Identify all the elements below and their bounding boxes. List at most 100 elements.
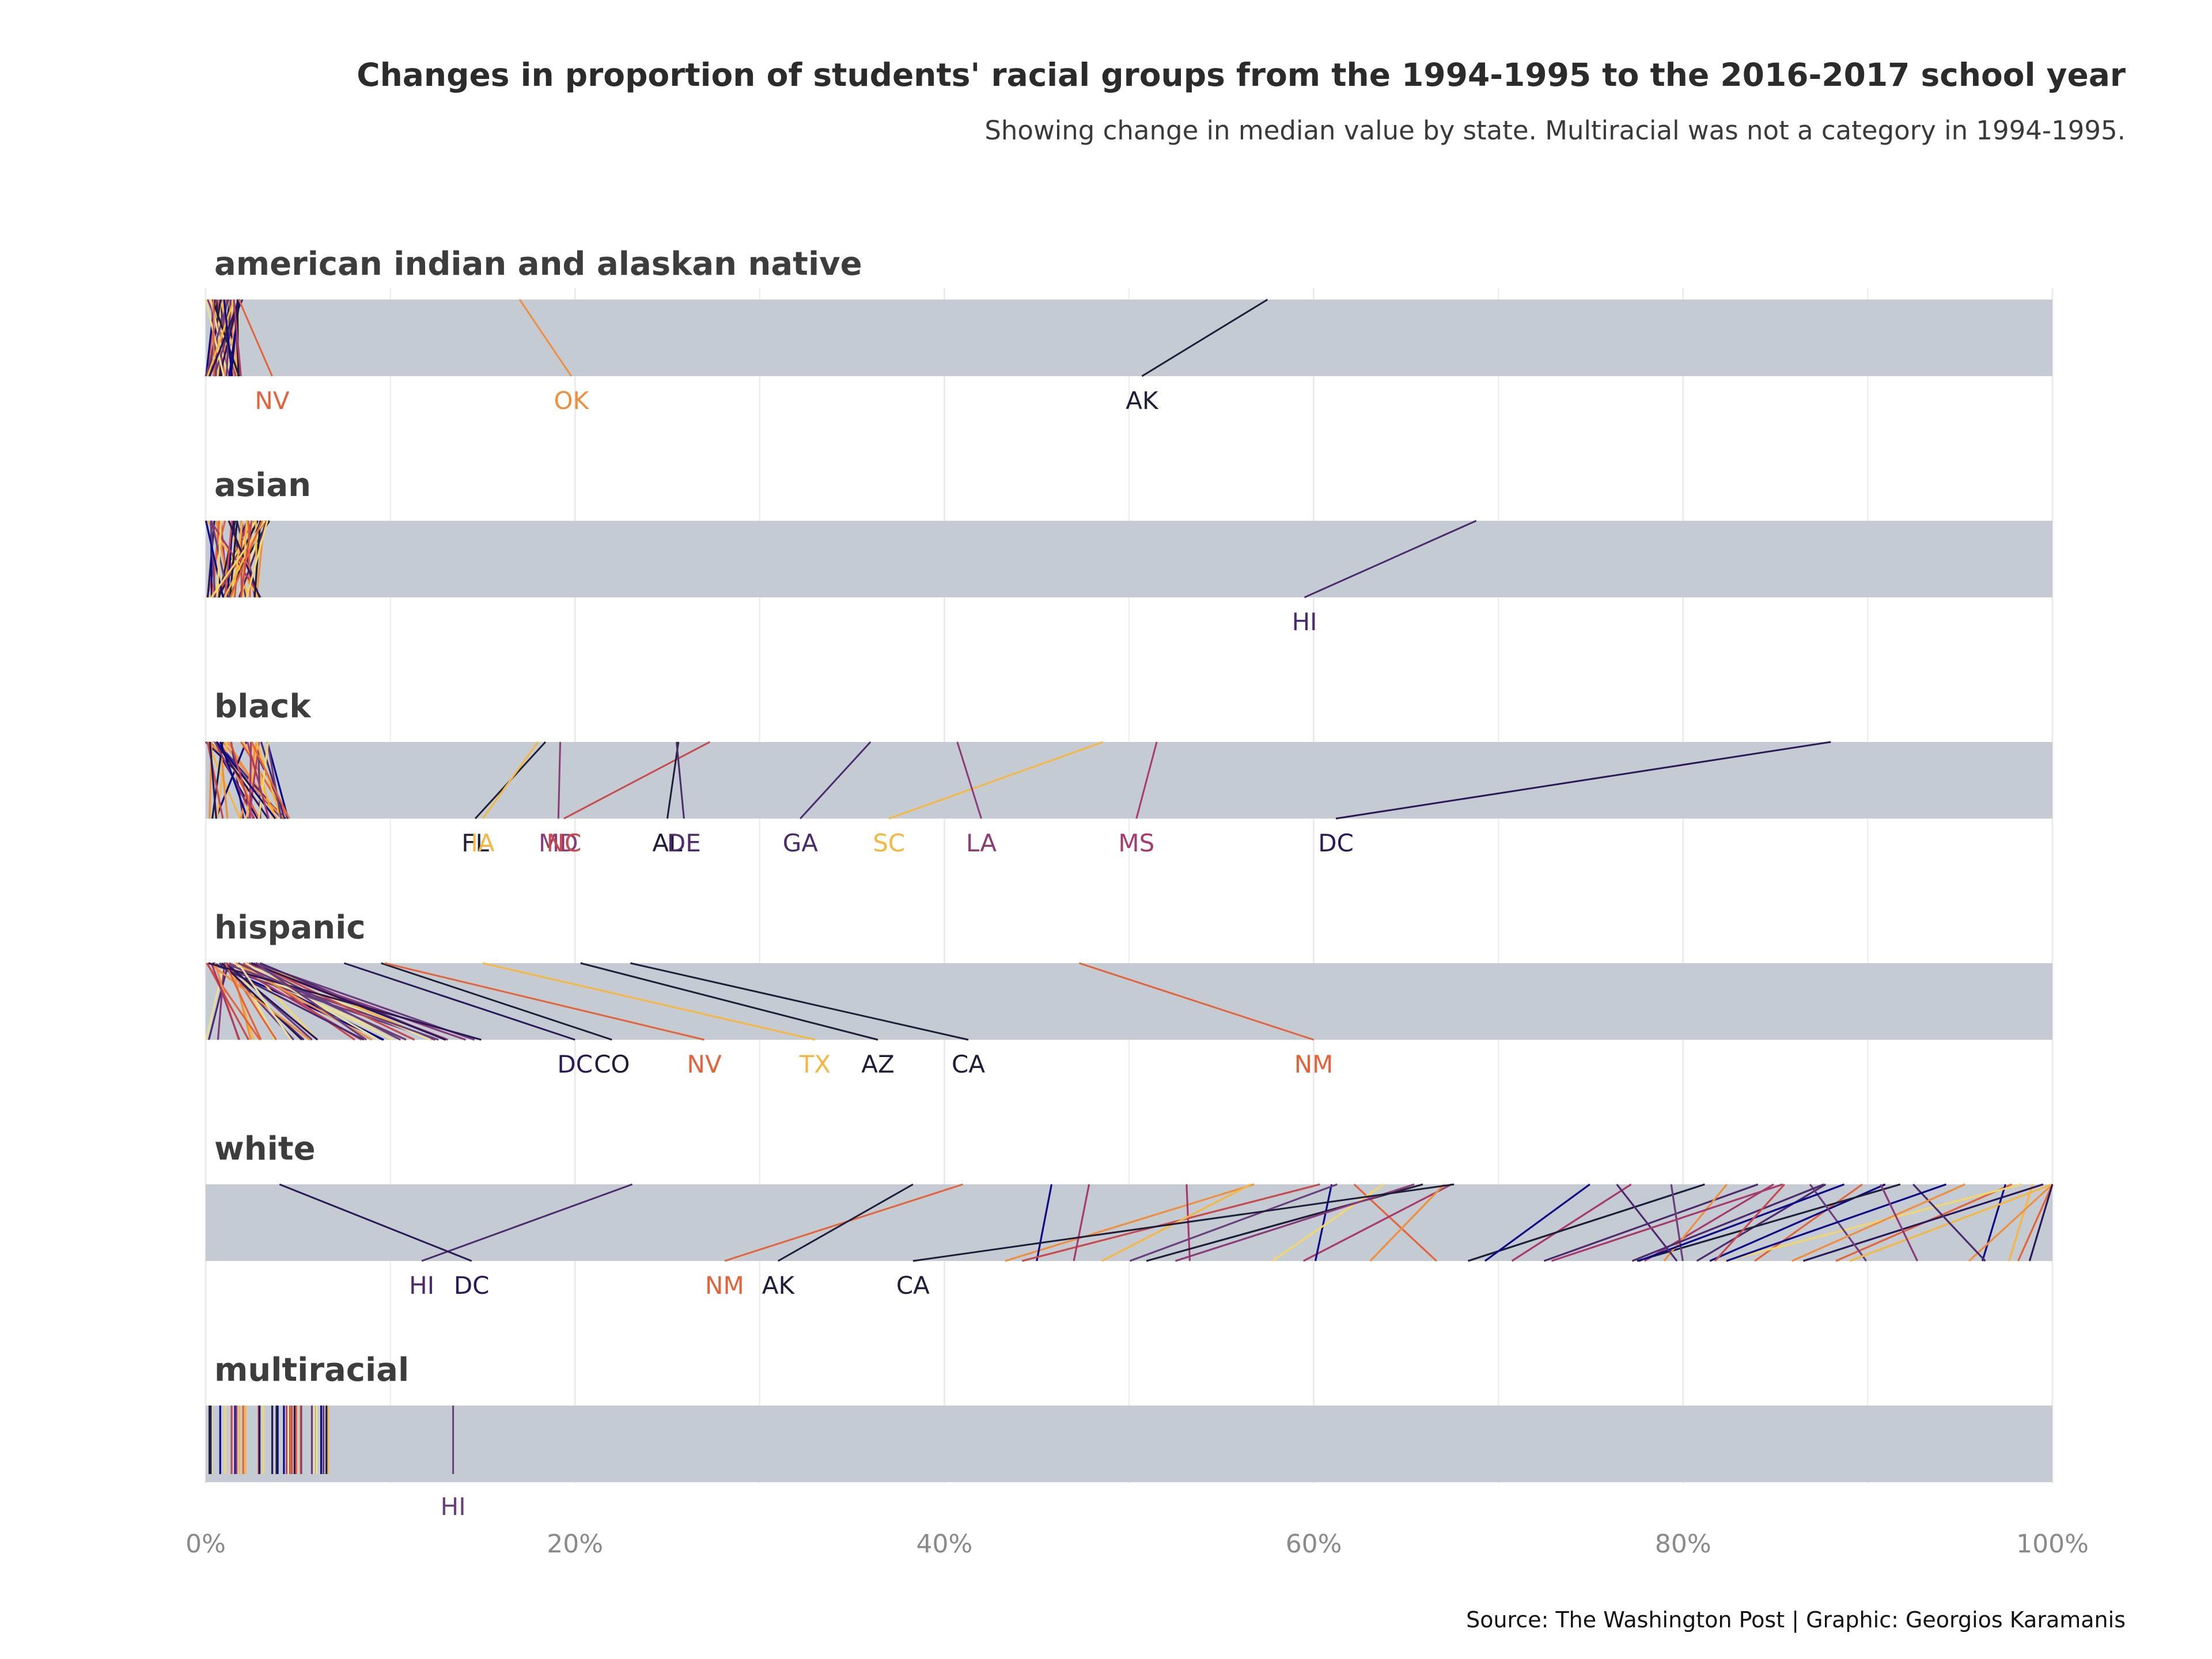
state-label: CO — [594, 1050, 630, 1078]
state-line — [209, 741, 217, 819]
state-label: DE — [667, 829, 701, 857]
state-line — [256, 741, 282, 819]
state-line — [205, 963, 225, 1040]
state-line — [266, 741, 289, 819]
state-label: NC — [547, 829, 582, 857]
state-line — [223, 299, 233, 377]
state-label: GA — [783, 829, 819, 857]
state-line — [219, 299, 241, 377]
state-line — [1511, 1183, 1632, 1262]
state-line — [1303, 1183, 1452, 1262]
state-line — [421, 1183, 633, 1262]
state-line — [279, 1183, 472, 1262]
facet-title: white — [214, 1130, 316, 1168]
state-label: HI — [409, 1271, 434, 1300]
state-line — [233, 299, 242, 377]
state-line — [1005, 1183, 1255, 1262]
state-line — [557, 741, 562, 819]
x-tick-label: 60% — [1286, 1529, 1342, 1559]
state-line — [223, 962, 439, 1041]
state-label: NM — [705, 1271, 744, 1300]
state-label: NM — [1294, 1050, 1334, 1078]
state-line — [253, 962, 415, 1041]
state-line — [1616, 1184, 1678, 1262]
state-line — [1714, 1183, 1785, 1262]
state-line — [912, 1183, 1455, 1262]
state-line — [266, 741, 282, 819]
x-tick-label: 40% — [916, 1529, 973, 1559]
chart-subtitle: Showing change in median value by state.… — [984, 115, 2126, 146]
state-line — [1335, 741, 1831, 820]
state-line — [343, 962, 575, 1041]
facet-title: american indian and alaskan native — [214, 245, 862, 283]
state-line — [204, 299, 225, 377]
state-line — [245, 520, 268, 598]
state-line — [237, 962, 407, 1041]
state-line — [251, 741, 290, 819]
state-label: CA — [896, 1271, 930, 1300]
state-label: NV — [255, 387, 289, 415]
state-line — [217, 963, 226, 1040]
state-line — [1724, 1183, 2022, 1262]
state-line — [2008, 1184, 2033, 1262]
state-label: TX — [799, 1050, 831, 1078]
state-line — [1543, 1183, 1759, 1262]
state-line — [1802, 1183, 2044, 1262]
state-label: DC — [454, 1271, 490, 1300]
state-line — [1484, 1183, 1590, 1262]
state-line — [210, 520, 262, 598]
state-line — [2017, 1184, 2054, 1262]
state-line — [888, 741, 1104, 820]
state-line — [219, 741, 248, 819]
state-line — [1314, 1184, 1333, 1262]
state-line — [208, 962, 482, 1041]
state-line — [216, 520, 222, 598]
facet-title: multiracial — [214, 1351, 409, 1389]
state-line — [237, 963, 292, 1040]
state-label: MD — [539, 829, 578, 857]
state-line — [1304, 520, 1477, 599]
state-line — [384, 962, 704, 1041]
state-line — [724, 1183, 963, 1262]
x-tick-label: 80% — [1655, 1529, 1711, 1559]
panel-band — [206, 1406, 2052, 1482]
state-line — [226, 520, 234, 598]
state-label: SC — [873, 829, 905, 857]
facet-title: asian — [214, 467, 311, 504]
x-tick-label: 100% — [2016, 1529, 2089, 1559]
state-line — [676, 741, 685, 819]
facet-title: hispanic — [214, 909, 366, 946]
state-line — [1078, 962, 1315, 1041]
state-line — [1129, 1183, 1338, 1262]
state-line — [1073, 1184, 1090, 1262]
state-line — [1036, 1184, 1053, 1262]
state-line — [1912, 1183, 1986, 1262]
state-label: MS — [1118, 829, 1154, 857]
state-label: HI — [1292, 608, 1317, 636]
state-line — [482, 741, 539, 819]
state-line — [225, 962, 319, 1041]
state-line — [1101, 1183, 1252, 1262]
state-line — [1791, 1183, 1965, 1262]
state-line — [800, 741, 872, 820]
state-line — [1638, 1183, 1845, 1262]
state-line — [224, 963, 262, 1040]
state-line — [1670, 1184, 1684, 1262]
state-line — [229, 741, 254, 819]
panel-band — [206, 963, 2052, 1040]
state-line — [230, 741, 244, 819]
state-line — [956, 741, 982, 819]
state-line — [210, 520, 216, 598]
state-line — [221, 962, 303, 1041]
state-line — [563, 741, 710, 820]
x-tick-label: 0% — [185, 1529, 226, 1559]
state-line — [211, 299, 240, 377]
state-line — [1468, 1183, 1705, 1262]
state-line — [238, 299, 273, 377]
state-line — [1849, 1183, 2053, 1262]
state-line — [381, 962, 612, 1041]
state-line — [209, 962, 310, 1041]
state-line — [482, 962, 816, 1041]
state-label: AL — [652, 829, 683, 857]
